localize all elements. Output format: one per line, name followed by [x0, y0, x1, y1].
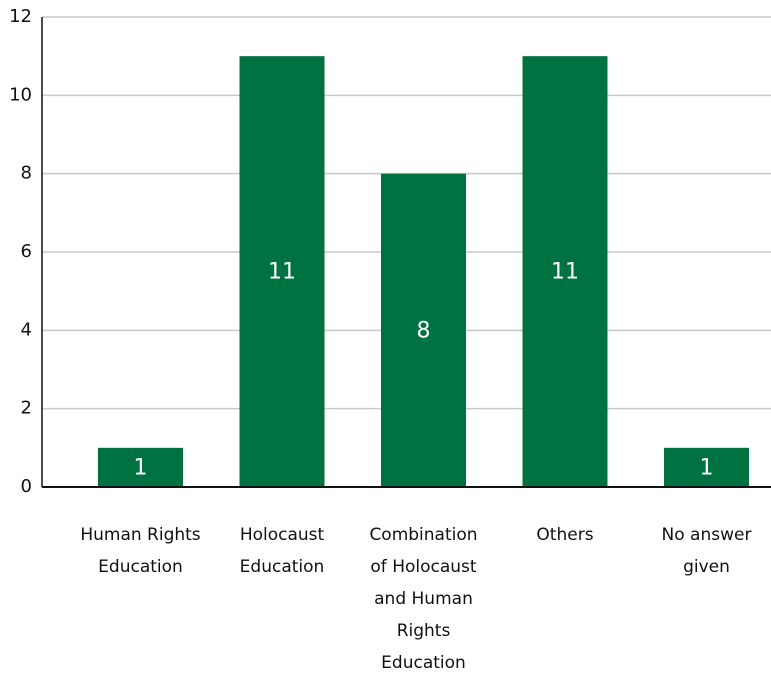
data-label: 11: [268, 260, 296, 285]
x-tick-label: Human Rights Education: [80, 525, 201, 577]
y-tick-label: 12: [9, 6, 32, 27]
y-tick-label: 10: [9, 84, 32, 105]
x-tick-label: Combination of Holocaust and Human Right…: [369, 525, 478, 673]
data-label: 8: [417, 318, 431, 343]
bar: [98, 447, 183, 487]
x-tick-label: Holocaust Education: [239, 525, 325, 577]
data-label: 1: [700, 455, 714, 480]
bar: [239, 56, 325, 488]
y-tick-label: 6: [21, 241, 32, 262]
y-tick-label: 2: [21, 398, 32, 419]
bar: [664, 447, 749, 487]
y-tick-label: 8: [21, 163, 32, 184]
data-label: 1: [134, 455, 148, 480]
x-tick-label: No answer given: [661, 525, 752, 577]
x-tick-label: Others: [536, 525, 594, 545]
bar: [381, 173, 466, 487]
y-tick-label: 0: [21, 476, 32, 497]
data-label: 11: [551, 260, 579, 285]
y-tick-label: 4: [21, 319, 32, 340]
bar: [522, 56, 608, 488]
